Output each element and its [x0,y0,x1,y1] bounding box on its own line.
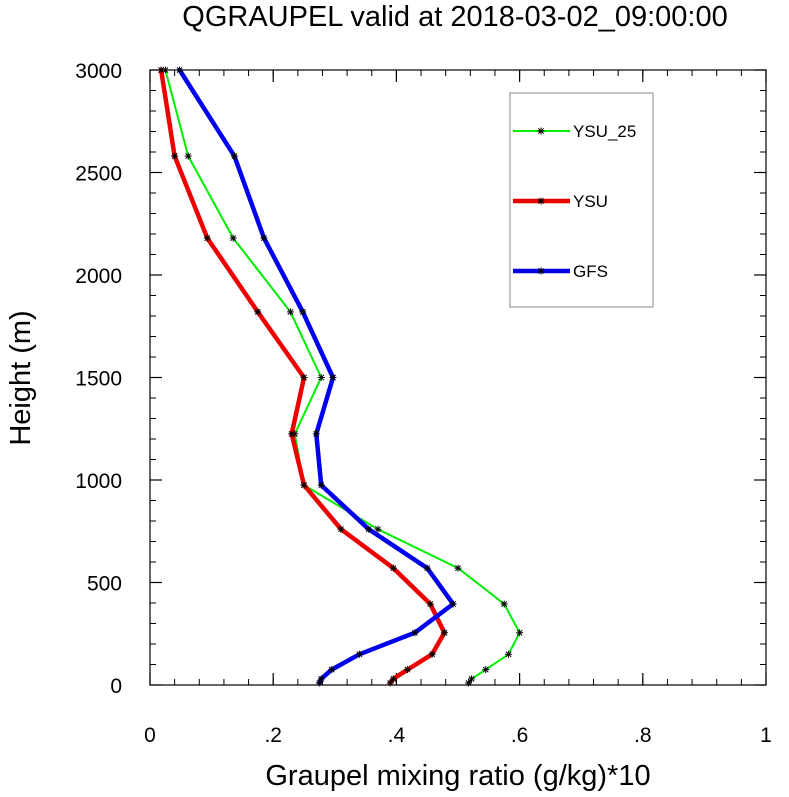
data-point [386,679,394,687]
data-point [389,564,397,572]
data-point [464,679,472,687]
data-point [157,66,165,74]
x-tick-labels: 0 .2 .4 .6 .8 1 [144,724,772,747]
data-point [428,650,436,658]
y-tick-label: 2500 [75,163,122,186]
data-point [229,234,237,242]
y-axis-title: Height (m) [5,310,37,445]
x-tick-label: .8 [634,724,652,747]
y-tick-label: 1000 [75,470,122,493]
legend-entry-ysu-25: YSU_25 [513,122,636,141]
y-tick-label: 500 [87,573,122,596]
legend-entries: YSU_25 YSU GFS [513,122,636,281]
data-point [449,600,457,608]
data-point [203,234,211,242]
y-tick-label: 2000 [75,265,122,288]
data-point [300,481,308,489]
data-point [329,374,337,381]
data-point [500,600,508,608]
data-point [312,430,320,438]
data-point [171,152,179,160]
data-point [468,675,476,683]
x-tick-label: 0 [144,724,156,747]
y-tick-label: 3000 [75,60,122,83]
data-point [516,629,524,637]
data-point [317,374,325,381]
data-point [317,675,325,683]
x-tick-label: .6 [511,724,529,747]
data-point [403,666,411,674]
legend-entry-gfs: GFS [513,262,608,281]
legend-marker [537,197,545,205]
series-line-gfs [177,67,456,686]
data-point [176,66,184,74]
legend-marker [537,267,545,275]
data-point [411,629,419,637]
legend-label: YSU_25 [573,122,636,141]
y-tick-label: 1500 [75,368,122,391]
legend-label: GFS [573,262,608,281]
chart-title: QGRAUPEL valid at 2018-03-02_09:00:00 [182,1,727,33]
y-tick-label: 0 [110,675,122,698]
y-tick-labels: 0 500 1000 1500 2000 2500 3000 [75,60,122,698]
x-tick-label: .2 [264,724,282,747]
series-line-ysu-25 [164,69,521,684]
data-point [365,525,373,533]
data-point [286,308,294,316]
series-ysu [157,66,448,687]
data-point [317,481,325,489]
data-point [505,650,513,658]
data-point [374,525,382,533]
legend-entry-ysu: YSU [513,192,608,211]
data-point [337,525,345,533]
plot-frame [149,69,767,686]
data-point [260,234,268,242]
data-point [423,564,431,572]
data-point [230,152,238,160]
legend-marker [537,127,545,135]
data-point [184,152,192,160]
x-tick-label: 1 [760,724,772,747]
x-axis-title: Graupel mixing ratio (g/kg)*10 [265,760,650,792]
legend-label: YSU [573,192,608,211]
data-point [454,564,462,572]
data-point [328,666,336,674]
series-ysu-25 [161,66,524,687]
series-lines [157,66,524,687]
legend: YSU_25 YSU GFS [509,92,654,308]
data-point [389,675,397,683]
data-point [299,308,307,316]
series-gfs [176,66,457,687]
data-point [482,666,490,674]
data-point [300,374,308,381]
data-point [254,308,262,316]
axis-ticks [149,69,767,686]
data-point [288,430,296,438]
data-point [426,600,434,608]
x-tick-label: .4 [388,724,406,747]
data-point [440,629,448,637]
data-point [355,650,363,658]
